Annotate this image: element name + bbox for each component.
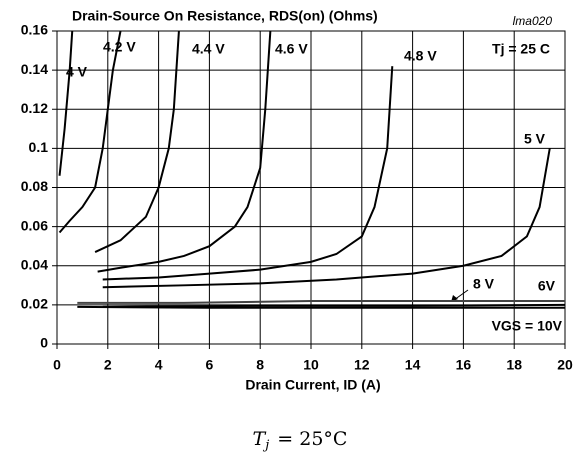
caption-text: = 25°C [277, 428, 347, 450]
series-line [97, 30, 272, 273]
series-line [102, 148, 551, 289]
series-label: 4.8 V [404, 48, 437, 64]
y-tick-label: 0.14 [21, 61, 48, 77]
annotation: Tj = 25 C [492, 41, 550, 57]
series-label: VGS = 10V [492, 318, 563, 334]
caption-symbol: T [253, 428, 267, 450]
x-tick-label: 12 [354, 357, 370, 373]
series-label: 4.4 V [192, 41, 225, 57]
x-tick-label: 8 [256, 357, 264, 373]
x-tick-label: 20 [557, 357, 573, 373]
caption: Tj = 25°C [253, 428, 348, 453]
y-tick-label: 0 [40, 335, 48, 351]
series-label: 4.6 V [275, 41, 308, 57]
series-line [94, 30, 180, 253]
series-line [58, 30, 122, 234]
series-line [102, 66, 394, 281]
x-tick-label: 14 [405, 357, 421, 373]
series-label: 6V [538, 278, 556, 294]
series-label: 5 V [524, 131, 546, 147]
series-line [77, 299, 565, 304]
y-tick-label: 0.16 [21, 22, 48, 38]
y-tick-label: 0.08 [21, 178, 48, 194]
x-tick-label: 16 [456, 357, 472, 373]
series-label: 4 V [66, 64, 88, 80]
y-tick-label: 0.04 [21, 256, 48, 272]
y-tick-label: 0.1 [29, 139, 49, 155]
caption-subscript: j [262, 438, 269, 453]
y-tick-label: 0.06 [21, 217, 48, 233]
x-tick-label: 2 [104, 357, 112, 373]
x-tick-label: 4 [155, 357, 163, 373]
x-tick-label: 6 [206, 357, 214, 373]
plot-frame [56, 30, 566, 345]
x-tick-label: 18 [506, 357, 522, 373]
series-label: 8 V [473, 276, 495, 292]
y-tick-label: 0.02 [21, 296, 48, 312]
x-tick-label: 10 [303, 357, 319, 373]
x-axis-label: Drain Current, ID (A) [245, 377, 380, 393]
figure-id: lma020 [513, 14, 553, 28]
series-line [102, 303, 566, 308]
chart-title: Drain-Source On Resistance, RDS(on) (Ohm… [72, 8, 378, 24]
series-line [58, 30, 74, 176]
series-label: 4.2 V [103, 39, 136, 55]
x-tick-label: 0 [53, 357, 61, 373]
series-line [77, 305, 565, 309]
y-tick-label: 0.12 [21, 100, 48, 116]
